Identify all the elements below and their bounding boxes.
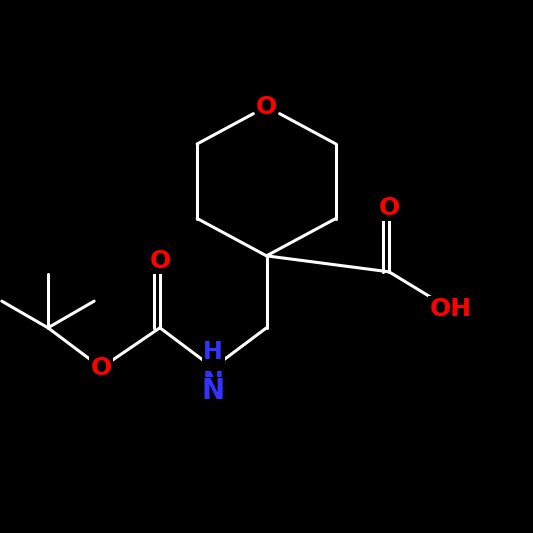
Text: O: O	[256, 94, 277, 119]
Text: O: O	[91, 356, 112, 380]
Text: OH: OH	[429, 297, 472, 321]
Text: O: O	[149, 249, 171, 273]
Text: H
N: H N	[203, 342, 224, 394]
Text: O: O	[378, 196, 400, 220]
Text: N: N	[201, 377, 225, 406]
Text: H: H	[203, 340, 223, 364]
